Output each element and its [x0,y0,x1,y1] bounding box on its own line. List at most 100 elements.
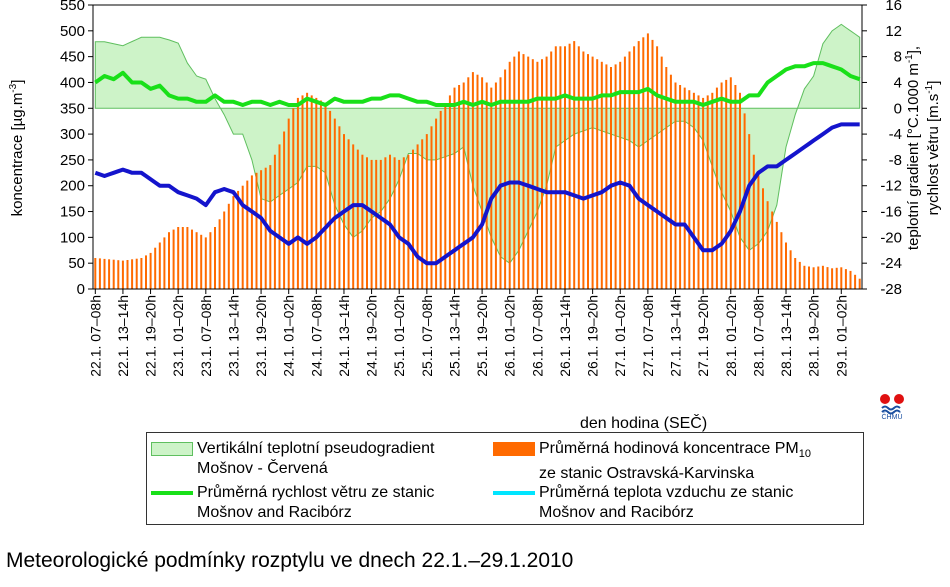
wind-line-series [94,61,861,107]
pm10-bar [550,51,553,289]
pm10-bar [531,59,534,290]
pm10-bar [389,154,391,289]
pm10-bar [596,59,599,290]
pm10-bar [269,165,272,289]
x-tick-label: 22.1. 07–08h [87,295,103,377]
pm10-bar [246,180,249,289]
pm10-bar [669,74,672,289]
y-right-tick-label: 16 [885,0,902,14]
pm10-bar [283,131,286,289]
y-right-tick-label: -12 [880,178,902,195]
y-left-tick-label: 550 [60,0,85,14]
pm10-bar [338,126,341,289]
pm10-bar [168,232,170,289]
pm10-bar [140,258,143,289]
x-tick-label: 28.1. 13–14h [778,295,794,377]
pm10-bar [366,157,368,289]
pm10-bar [527,56,530,289]
pm10-bar [568,43,571,290]
pm10-bar [186,227,189,289]
pm10-bar [200,234,203,289]
y-axis-left-label: koncentrace [µg.m-3] [8,80,26,217]
wind-line [94,61,861,107]
pm10-bar [448,95,451,290]
pm10-bar [614,64,617,290]
x-tick-label: 25.1. 01–02h [391,295,407,377]
pm10-bar [619,61,622,289]
pm10-bar [98,258,101,289]
temperature-line-series [94,122,860,266]
pm10-bar [725,79,728,290]
pm10-bar [605,64,608,290]
pm10-bar [108,259,111,289]
x-tick-label: 25.1. 19–20h [474,295,490,377]
pm10-bar [204,237,207,289]
pm10-bar [333,118,336,289]
legend-item-temperature: Průměrná teplota vzduchu ze stanic Mošno… [493,483,793,523]
pm10-bar [794,258,797,289]
axes: 0 50 100 150 200 250 300 350 400 450 500 550 -28 -24 -… [60,0,902,377]
pm10-bar [766,201,769,289]
x-tick-label: 25.1. 13–14h [447,295,463,377]
pm10-bar [656,46,659,289]
pm10-bar [361,154,364,289]
pm10-bar [227,203,230,289]
x-axis-label: den hodina (SEČ) [580,413,707,432]
pm10-bar [250,175,253,289]
pm10-bar [329,110,332,290]
pm10-bar [798,261,801,289]
x-tick-label: 23.1. 19–20h [253,295,269,377]
x-tick-label: 25.1. 07–08h [419,295,435,377]
pm10-bar [665,67,668,289]
x-tick-label: 29.1. 01–02h [833,295,849,377]
y-axis-right-label-2: rychlost větru [m.s-1] [924,81,942,216]
pm10-bar [757,175,760,289]
pm10-bar [315,97,318,290]
pm10-bar [112,259,115,289]
pm10-bar [310,95,313,290]
x-tick-label: 26.1. 13–14h [557,295,573,377]
pm10-bar [103,258,106,289]
pm10-bar [679,85,682,289]
x-tick-label: 27.1. 19–20h [695,295,711,377]
pm10-bar [541,59,543,290]
pm10-bar [623,56,626,289]
pm10-bar [808,266,810,289]
x-tick-label: 23.1. 01–02h [170,295,186,377]
legend-label-pm10: Průměrná hodinová koncentrace PM10 ze st… [539,440,811,483]
pm10-bar [577,46,580,289]
pm10-bar [255,172,258,289]
pm10-bar [826,267,829,289]
pm10-bar [458,85,461,289]
legend-label-temperature: Průměrná teplota vzduchu ze stanic Mošno… [539,484,794,521]
pm10-bar [734,85,737,289]
pm10-bar [296,97,299,290]
pm10-bar [398,159,401,289]
pm10-bar [237,190,240,289]
x-tick-label: 26.1. 19–20h [585,295,601,377]
legend-label-gradient: Vertikální teplotní pseudogradient Mošno… [197,440,435,477]
chmu-logo: ČHMÚ [876,390,908,424]
y-right-tick-label: 4 [894,74,902,91]
pm10-bar [582,51,585,289]
pm10-bar [490,87,493,289]
pm10-bar [260,170,263,289]
pm10-bar [264,167,267,289]
pm10-bar [471,72,474,289]
pm10-bar [223,211,226,289]
x-tick-label: 22.1. 19–20h [143,295,159,377]
legend-item-pm10: Průměrná hodinová koncentrace PM10 ze st… [493,439,811,484]
pm10-bar [789,250,792,289]
pm10-bar [494,82,497,289]
x-tick-label: 27.1. 07–08h [640,295,656,377]
pm10-bar [177,227,180,289]
pm10-bar [587,54,589,289]
pm10-bar [444,103,447,289]
pm10-bar [651,39,654,290]
x-tick-label: 27.1. 13–14h [668,295,684,377]
pm10-bar [748,134,751,289]
pm10-bar [844,269,847,289]
y-left-tick-label: 250 [60,152,85,169]
pm10-bar [94,258,97,289]
pm10-bar [218,219,221,289]
